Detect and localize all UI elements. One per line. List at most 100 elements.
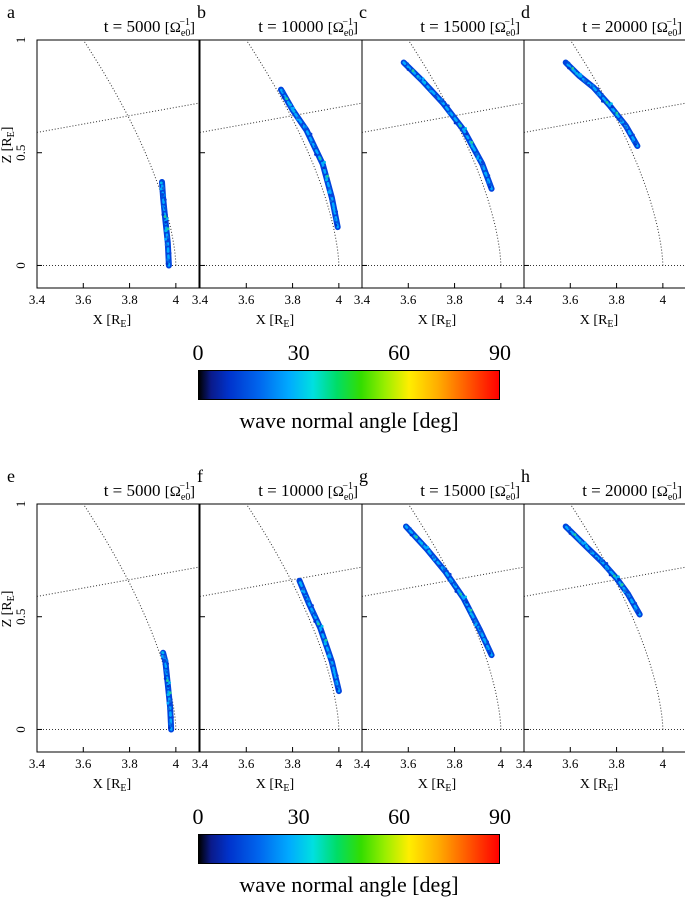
wave-particle <box>632 133 635 137</box>
wave-particle <box>578 539 582 542</box>
wave-particle <box>448 572 452 576</box>
panel-plot-area <box>37 504 199 733</box>
wave-particle <box>168 726 171 730</box>
wave-particle <box>324 638 328 642</box>
wave-particle <box>631 139 634 143</box>
time-unit: [Ω <box>328 20 344 36</box>
panel-g: 3.4 3.6 3.8 4 X [RE] g t = 15000 [Ωe0−1] <box>354 466 525 794</box>
wave-track <box>278 86 341 231</box>
panel-letter: b <box>197 2 206 22</box>
wave-particle <box>406 68 410 71</box>
wave-particle <box>488 651 492 655</box>
wave-particle <box>609 568 612 571</box>
wave-particle <box>298 581 302 584</box>
panel-e: 3.4 3.6 3.8 4 0 0.5 1 X [RE] Z [RE] e t = 5000 [Ωe… <box>0 466 200 794</box>
y-axis-label-close: ] <box>0 591 15 596</box>
wave-particle <box>587 84 591 87</box>
wave-track <box>400 59 495 192</box>
wave-particle <box>309 132 313 136</box>
wave-particle <box>601 94 604 97</box>
wave-particle <box>317 622 320 626</box>
wave-particle <box>166 258 170 262</box>
wave-particle <box>166 693 170 697</box>
time-unit-sup: −1 <box>666 17 677 28</box>
wave-particle <box>624 125 628 129</box>
panel-frame <box>523 39 685 289</box>
y-tick-label: 0 <box>13 726 28 733</box>
wave-particle <box>567 61 571 65</box>
wave-particle <box>161 193 165 196</box>
panel-a: 3.4 3.6 3.8 4 0 0.5 1 X [RE] Z [RE] a t = 5000 [Ωe… <box>0 2 200 330</box>
field-line <box>569 504 664 730</box>
wave-particle <box>166 239 170 243</box>
panel-letter: c <box>359 2 367 22</box>
x-axis-label-close: ] <box>127 777 132 792</box>
wave-particle <box>486 180 489 184</box>
wave-particle <box>167 707 170 711</box>
x-tick-label: 4 <box>173 292 180 307</box>
wave-particle <box>469 608 473 612</box>
x-tick-label: 4 <box>336 756 343 771</box>
wave-particle <box>452 114 456 118</box>
wave-particle <box>489 649 492 653</box>
wave-particle <box>626 594 630 598</box>
panel-frame <box>361 503 525 753</box>
wave-particle <box>281 95 285 99</box>
wave-particle <box>164 220 168 224</box>
field-line <box>82 504 177 730</box>
wave-particle <box>432 556 436 559</box>
wave-particle <box>617 577 620 581</box>
wave-particle <box>465 132 469 136</box>
wave-particle <box>159 181 163 185</box>
wave-track-highlight <box>404 525 493 657</box>
time-unit-close: ] <box>353 20 358 36</box>
latitude-line <box>37 566 199 597</box>
time-unit-sup: −1 <box>504 17 515 28</box>
wave-particle <box>318 157 322 160</box>
x-tick-label: 3.8 <box>446 292 462 307</box>
panel-frame <box>199 503 363 753</box>
latitude-line <box>200 566 362 597</box>
wave-particle <box>333 217 337 221</box>
wave-particle <box>304 125 308 129</box>
wave-particle <box>327 650 331 654</box>
x-tick-label: 4 <box>498 756 505 771</box>
panel-time-label: t = 5000 [Ωe0−1] <box>104 481 195 503</box>
time-unit-close: ] <box>677 20 682 36</box>
wave-particle <box>166 684 170 688</box>
panel-c: 3.4 3.6 3.8 4 X [RE] c t = 15000 [Ωe0−1] <box>354 2 525 330</box>
wave-particle <box>326 654 330 658</box>
wave-particle <box>480 164 484 168</box>
wave-particle <box>166 235 170 239</box>
wave-particle <box>289 103 292 107</box>
wave-particle <box>416 75 420 78</box>
panel-letter: h <box>521 466 530 486</box>
time-unit-sub: e0 <box>668 492 677 503</box>
y-tick-label: 1 <box>13 37 28 44</box>
wave-particle <box>605 567 608 571</box>
x-axis-label-close: ] <box>452 313 457 328</box>
colorbar-label: wave normal angle [deg] <box>239 408 459 433</box>
x-tick-label: 4 <box>498 292 505 307</box>
time-unit-sub: e0 <box>668 28 677 39</box>
colorbar-tick: 0 <box>192 804 204 829</box>
wave-particle <box>427 549 431 553</box>
wave-particle <box>311 604 314 607</box>
wave-particle <box>579 72 582 76</box>
panel-plot-area <box>37 40 199 269</box>
wave-particle <box>482 638 486 641</box>
time-unit-sup: −1 <box>342 481 353 492</box>
panel-time-label: t = 20000 [Ωe0−1] <box>582 17 682 39</box>
colorbar-bottom-ticks: 0 30 60 90 <box>193 804 512 834</box>
wave-particle <box>469 612 473 615</box>
time-unit-sup: −1 <box>342 17 353 28</box>
wave-particle <box>161 213 165 217</box>
wave-particle <box>620 583 624 586</box>
wave-particle <box>161 655 164 658</box>
wave-particle <box>292 110 296 113</box>
wave-particle <box>161 204 165 208</box>
y-tick-label: 0 <box>13 262 28 269</box>
wave-particle <box>314 153 317 156</box>
wave-particle <box>320 630 324 634</box>
panel-frame <box>36 503 200 753</box>
